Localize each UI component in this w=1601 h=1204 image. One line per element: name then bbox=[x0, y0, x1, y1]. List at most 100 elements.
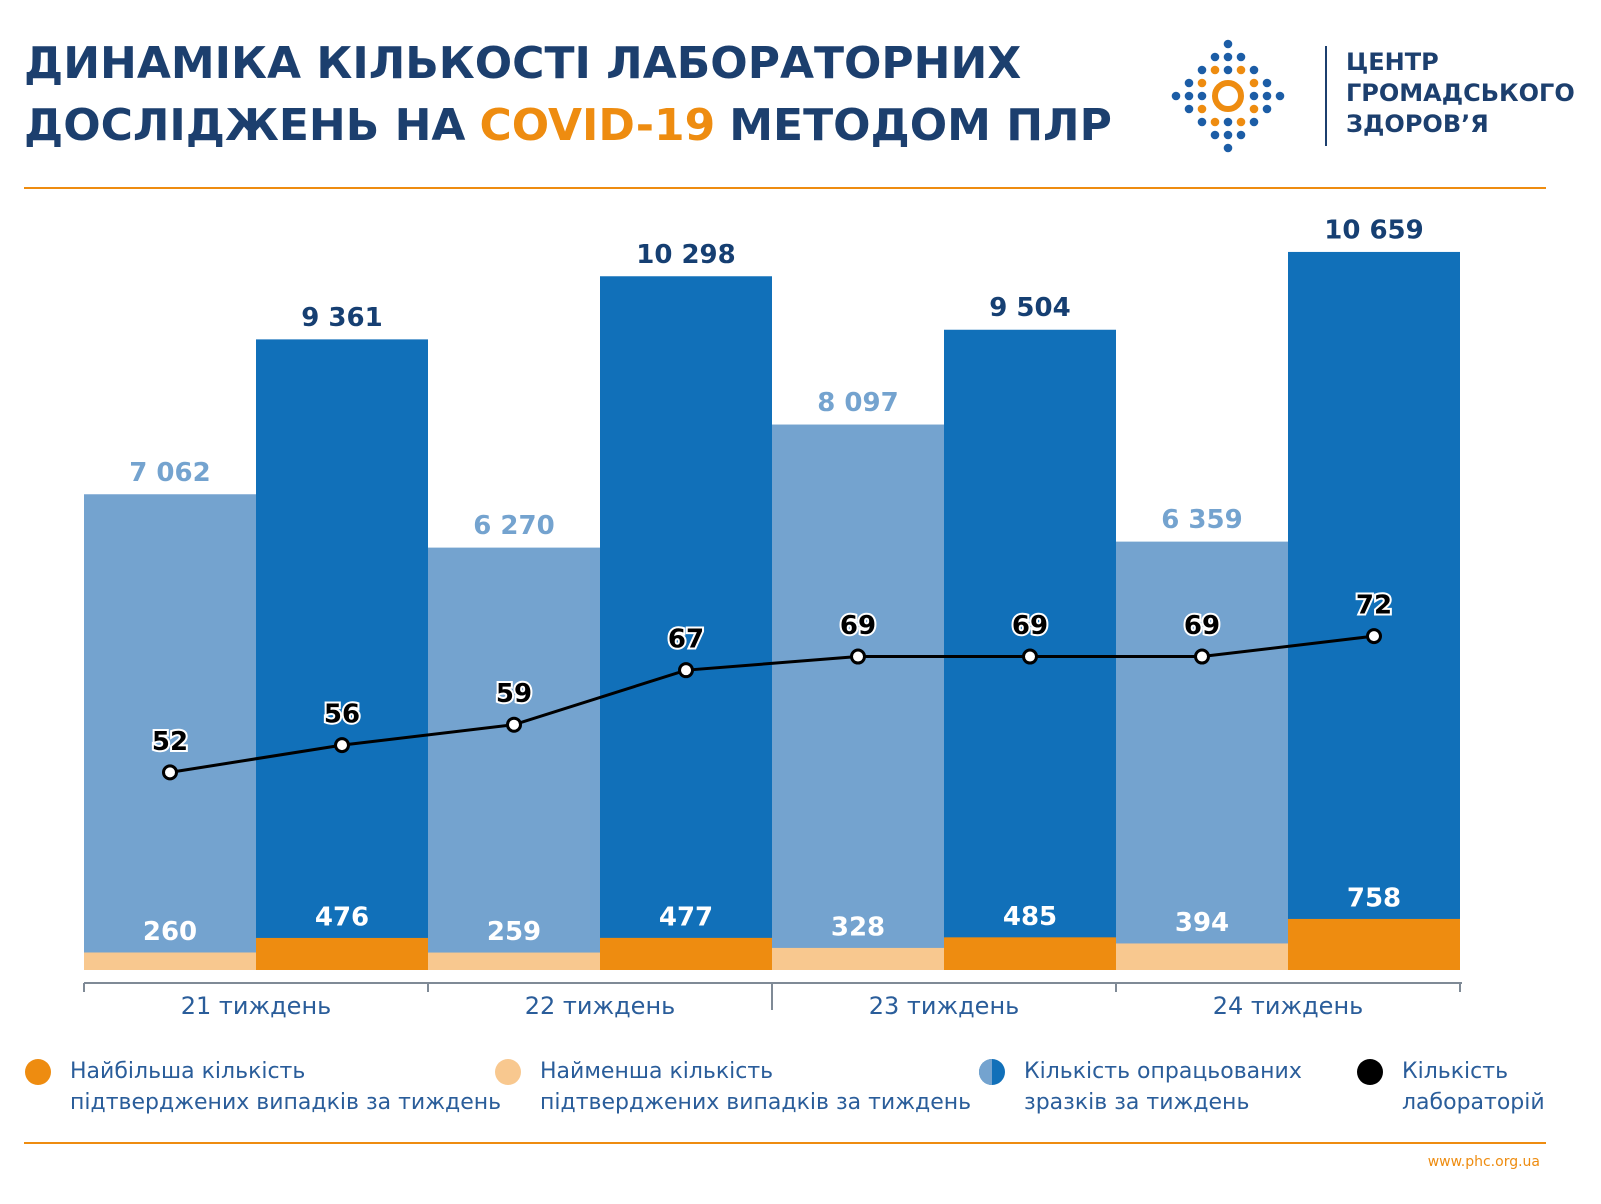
chart-title: ДОСЛІДЖЕНЬ НА bbox=[24, 100, 465, 151]
chart-title: ДОСЛІДЖЕНЬ НА COVID-19 МЕТОДОМ ПЛР bbox=[24, 100, 1112, 151]
line-point bbox=[506, 716, 522, 733]
legend-label: Найменша кількість підтверджених випадкі… bbox=[540, 1059, 972, 1115]
logo-dot bbox=[1223, 65, 1233, 75]
legend-item: Кількість опрацьованих зразків за тижден… bbox=[979, 1059, 1302, 1115]
logo-dot bbox=[1249, 78, 1259, 88]
legend-label-box: Найменша кількість підтверджених випадкі… bbox=[540, 1059, 972, 1115]
bar bbox=[600, 937, 772, 970]
value-label: 56 bbox=[324, 700, 360, 730]
plot-area: 21 тиждень 22 тиждень 23 тиждень 24 тиждень… bbox=[83, 215, 1462, 1020]
logo-dot bbox=[1197, 65, 1207, 75]
legend-item: Найбільша кількість підтверджених випадк… bbox=[25, 1059, 502, 1115]
value-label: 9 504 bbox=[989, 293, 1070, 323]
logo-dot bbox=[1197, 91, 1207, 101]
bar bbox=[1288, 918, 1460, 970]
organization-name: ЦЕНТР bbox=[1346, 48, 1439, 76]
line-point bbox=[1366, 628, 1382, 645]
line-point bbox=[1022, 648, 1038, 665]
logo-dot bbox=[1236, 65, 1246, 75]
chart-title-highlight: COVID-19 bbox=[479, 100, 715, 151]
value-label: 8 097 bbox=[817, 388, 898, 418]
value-label: 72 bbox=[1356, 591, 1392, 621]
value-label: 758 bbox=[1347, 883, 1401, 913]
bar bbox=[84, 494, 256, 970]
bar bbox=[1116, 943, 1288, 970]
chart-title: МЕТОДОМ ПЛР bbox=[729, 100, 1112, 151]
bar bbox=[256, 339, 428, 970]
bar bbox=[1116, 541, 1288, 970]
legend-icon bbox=[25, 1059, 51, 1085]
legend-icon bbox=[992, 1059, 1005, 1085]
value-label: 477 bbox=[659, 902, 713, 932]
logo-dot bbox=[1249, 104, 1259, 114]
logo-dot bbox=[1275, 91, 1285, 101]
logo-dot bbox=[1249, 91, 1259, 101]
legend-label: Найбільша кількість підтверджених випадк… bbox=[70, 1059, 502, 1115]
logo-dot bbox=[1236, 52, 1246, 62]
value-label: 485 bbox=[1003, 902, 1057, 932]
logo-dot bbox=[1223, 39, 1233, 49]
value-label: 52 bbox=[152, 727, 188, 757]
logo-dot bbox=[1197, 104, 1207, 114]
value-label: 328 bbox=[831, 912, 885, 942]
value-label: 10 298 bbox=[636, 240, 736, 270]
value-label: 59 bbox=[496, 679, 532, 709]
value-label: 260 bbox=[143, 917, 197, 947]
x-tick-label: 21 тиждень bbox=[181, 992, 332, 1020]
legend-icon bbox=[979, 1059, 992, 1085]
legend-label-box: Кількість опрацьованих зразків за тижден… bbox=[1024, 1059, 1302, 1115]
bar bbox=[84, 952, 256, 970]
line-point bbox=[850, 648, 866, 665]
legend-label-box: Кількість лабораторій bbox=[1402, 1059, 1545, 1115]
x-tick-label: 23 тиждень bbox=[869, 992, 1020, 1020]
logo-dot bbox=[1262, 78, 1272, 88]
logo-dot bbox=[1210, 65, 1220, 75]
logo-dot bbox=[1184, 104, 1194, 114]
logo-dot bbox=[1210, 130, 1220, 140]
legend-icon bbox=[1357, 1059, 1383, 1085]
line bbox=[169, 634, 1375, 774]
value-label: 259 bbox=[487, 917, 541, 947]
logo-dot bbox=[1249, 65, 1259, 75]
logo bbox=[1171, 39, 1285, 153]
value-label: 9 361 bbox=[301, 303, 382, 333]
logo-dot bbox=[1197, 78, 1207, 88]
logo-dot bbox=[1210, 117, 1220, 127]
value-label: 67 bbox=[668, 625, 704, 655]
logo-dot bbox=[1184, 78, 1194, 88]
logo-dot bbox=[1236, 117, 1246, 127]
logo-dot bbox=[1262, 91, 1272, 101]
bar bbox=[944, 937, 1116, 970]
logo-dot bbox=[1210, 52, 1220, 62]
organization-name: ГРОМАДСЬКОГО bbox=[1346, 79, 1575, 107]
line-point bbox=[1194, 648, 1210, 665]
value-label: 69 bbox=[840, 611, 876, 641]
logo-dot bbox=[1249, 117, 1259, 127]
legend-label: Кількість лабораторій bbox=[1402, 1059, 1545, 1115]
legend-icon bbox=[495, 1059, 521, 1085]
x-tick-label: 22 тиждень bbox=[525, 992, 676, 1020]
value-label: 476 bbox=[315, 902, 369, 932]
logo-dot bbox=[1223, 52, 1233, 62]
line-point bbox=[162, 764, 178, 781]
logo-dot bbox=[1236, 130, 1246, 140]
bar bbox=[428, 952, 600, 970]
bar bbox=[256, 937, 428, 970]
logo-dot bbox=[1184, 91, 1194, 101]
bar bbox=[772, 947, 944, 970]
logo-dot bbox=[1223, 130, 1233, 140]
logo-dot bbox=[1223, 143, 1233, 153]
line-point bbox=[678, 662, 694, 679]
legend-item: Найменша кількість підтверджених випадкі… bbox=[495, 1059, 972, 1115]
value-label: 7 062 bbox=[129, 458, 210, 488]
organization-name: ЗДОРОВ’Я bbox=[1346, 110, 1489, 138]
value-label: 394 bbox=[1175, 908, 1229, 938]
bar bbox=[600, 276, 772, 970]
source: www.phc.org.ua bbox=[1428, 1154, 1540, 1170]
logo-dot bbox=[1223, 117, 1233, 127]
logo-dot bbox=[1171, 91, 1181, 101]
line-point bbox=[334, 737, 350, 754]
logo-ring bbox=[1212, 80, 1244, 112]
legend-label-box: Найбільша кількість підтверджених випадк… bbox=[70, 1059, 502, 1115]
